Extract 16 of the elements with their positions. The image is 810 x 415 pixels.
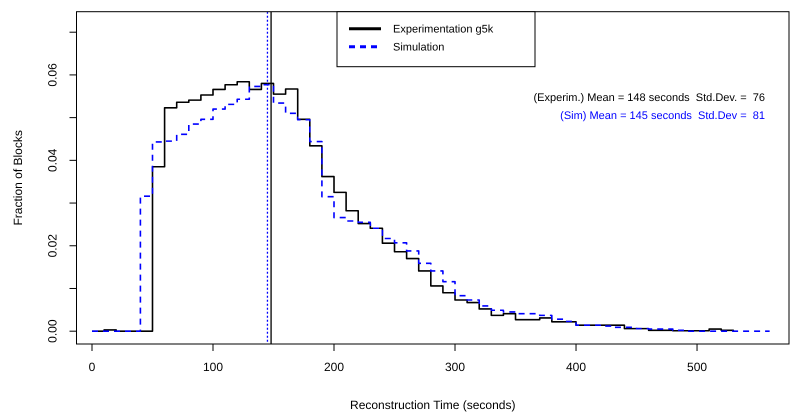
x-tick-label: 500 (687, 360, 708, 374)
y-tick-label: 0.00 (46, 319, 60, 343)
x-tick-label: 200 (324, 360, 344, 374)
y-tick-label: 0.04 (46, 148, 60, 172)
legend-label: Simulation (393, 42, 444, 54)
x-tick-label: 100 (202, 360, 224, 374)
x-axis-title: Reconstruction Time (seconds) (350, 398, 516, 412)
y-tick-label: 0.02 (46, 234, 60, 258)
y-tick-label: 0.06 (46, 62, 60, 87)
annotation: (Sim) Mean = 145 seconds Std.Dev = 81 (560, 110, 765, 122)
x-tick-label: 0 (88, 360, 96, 374)
x-tick-label: 400 (566, 360, 586, 374)
x-tick-label: 300 (445, 360, 466, 374)
legend-label: Experimentation g5k (393, 24, 494, 36)
y-axis-title: Fraction of Blocks (11, 130, 25, 226)
annotation: (Experim.) Mean = 148 seconds Std.Dev. = 76 (533, 92, 765, 104)
